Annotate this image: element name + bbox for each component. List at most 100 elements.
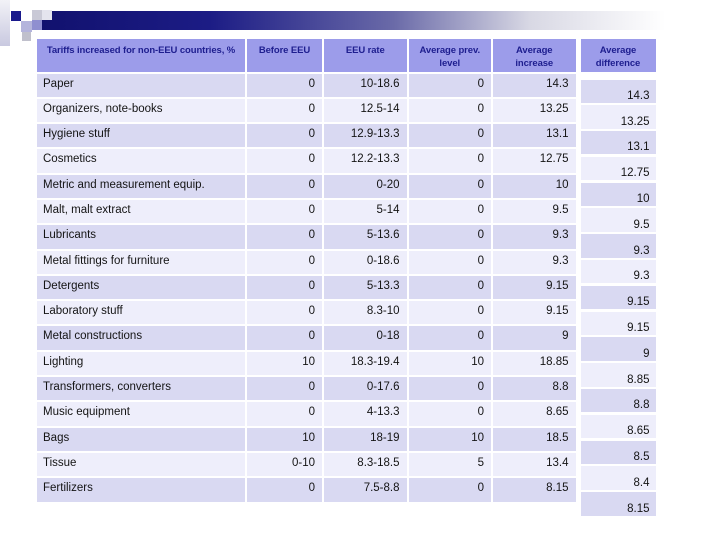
cell-avg-prev-level: 0 [408, 199, 491, 224]
header-before-eeu: Before EEU [247, 38, 322, 72]
deco-lavender-square [21, 21, 32, 32]
table-row: Detergents 0 5-13.3 0 9.15 [37, 275, 576, 300]
row-label: Organizers, note-books [37, 98, 245, 123]
cell-avg-increase: 9.3 [493, 225, 576, 249]
cell-avg-increase: 13.4 [493, 452, 576, 477]
deco-light-square [42, 10, 52, 20]
cell-before-eeu: 0 [247, 250, 322, 274]
header-avg-prev-level: Average prev. level [408, 38, 491, 72]
cell-before-eeu: 0 [247, 377, 322, 401]
table-row: Metal fittings for furniture 0 0-18.6 0 … [37, 250, 576, 274]
header-avg-difference: Average difference [580, 39, 656, 72]
cell-avg-increase: 18.5 [493, 427, 576, 451]
row-label: Fertilizers [37, 478, 245, 502]
table-row: Cosmetics 0 12.2-13.3 0 12.75 [37, 149, 576, 173]
cell-before-eeu: 10 [247, 351, 322, 376]
cell-avg-increase: 13.1 [493, 124, 576, 148]
cell-avg-difference: 12.75 [580, 156, 656, 181]
row-label: Metal constructions [37, 326, 245, 350]
table-row: Bags 10 18-19 10 18.5 [37, 427, 576, 451]
cell-eeu-rate: 0-17.6 [324, 377, 407, 401]
cell-avg-prev-level: 0 [408, 478, 491, 502]
cell-eeu-rate: 12.2-13.3 [324, 149, 407, 173]
row-label: Metal fittings for furniture [37, 250, 245, 274]
cell-eeu-rate: 0-18.6 [324, 250, 407, 274]
cell-avg-difference: 13.25 [580, 105, 656, 129]
cell-avg-difference: 8.85 [580, 363, 656, 387]
row-label: Transformers, converters [37, 377, 245, 401]
cell-eeu-rate: 5-14 [324, 199, 407, 224]
cell-eeu-rate: 7.5-8.8 [324, 478, 407, 502]
cell-avg-increase: 18.85 [493, 351, 576, 376]
cell-avg-increase: 8.8 [493, 377, 576, 401]
cell-avg-difference: 9.3 [580, 260, 656, 284]
cell-avg-prev-level: 5 [408, 452, 491, 477]
cell-eeu-rate: 8.3-10 [324, 301, 407, 325]
cell-eeu-rate: 12.9-13.3 [324, 124, 407, 148]
cell-before-eeu: 0 [247, 478, 322, 502]
cell-eeu-rate: 5-13.3 [324, 275, 407, 300]
table-row: Metal constructions 0 0-18 0 9 [37, 326, 576, 350]
cell-avg-difference: 8.4 [580, 466, 656, 490]
deco-navy-square [11, 11, 21, 21]
cell-eeu-rate: 12.5-14 [324, 98, 407, 123]
table-row: Lubricants 0 5-13.6 0 9.3 [37, 225, 576, 249]
cell-avg-difference: 8.15 [580, 492, 656, 516]
row-label: Detergents [37, 275, 245, 300]
table-row: Laboratory stuff 0 8.3-10 0 9.15 [37, 301, 576, 325]
table-row: Music equipment 0 4-13.3 0 8.65 [37, 402, 576, 426]
row-label: Bags [37, 427, 245, 451]
cell-eeu-rate: 0-20 [324, 174, 407, 198]
cell-avg-difference: 9.5 [580, 208, 656, 232]
cell-before-eeu: 0 [247, 124, 322, 148]
cell-avg-increase: 9.15 [493, 275, 576, 300]
cell-avg-prev-level: 0 [408, 225, 491, 249]
table-row: Hygiene stuff 0 12.9-13.3 0 13.1 [37, 124, 576, 148]
row-label: Laboratory stuff [37, 301, 245, 325]
cell-before-eeu: 0 [247, 301, 322, 325]
row-label: Cosmetics [37, 149, 245, 173]
cell-before-eeu: 0-10 [247, 452, 322, 477]
row-label: Tissue [37, 452, 245, 477]
cell-eeu-rate: 8.3-18.5 [324, 452, 407, 477]
cell-avg-prev-level: 0 [408, 275, 491, 300]
cell-before-eeu: 0 [247, 402, 322, 426]
deco-small-gray-square [22, 32, 31, 41]
table-row: Tissue 0-10 8.3-18.5 5 13.4 [37, 452, 576, 477]
cell-before-eeu: 0 [247, 326, 322, 350]
header-avg-increase: Average increase [493, 38, 576, 72]
table-row: Fertilizers 0 7.5-8.8 0 8.15 [37, 478, 576, 502]
cell-avg-prev-level: 10 [408, 351, 491, 376]
avg-difference-column: 14.3 13.25 13.1 12.75 10 9.5 9.3 9.3 9.1… [580, 79, 656, 519]
cell-avg-prev-level: 0 [408, 174, 491, 198]
cell-eeu-rate: 18.3-19.4 [324, 351, 407, 376]
table-row: Organizers, note-books 0 12.5-14 0 13.25 [37, 98, 576, 123]
table-row: Metric and measurement equip. 0 0-20 0 1… [37, 174, 576, 198]
cell-avg-prev-level: 0 [408, 301, 491, 325]
cell-avg-increase: 10 [493, 174, 576, 198]
cell-avg-prev-level: 0 [408, 149, 491, 173]
cell-avg-prev-level: 0 [408, 402, 491, 426]
cell-avg-prev-level: 10 [408, 427, 491, 451]
table-row: Transformers, converters 0 0-17.6 0 8.8 [37, 377, 576, 401]
cell-avg-prev-level: 0 [408, 73, 491, 97]
cell-avg-increase: 14.3 [493, 73, 576, 97]
header-tariffs-increased: Tariffs increased for non-EEU countries,… [37, 38, 245, 72]
table-row: Malt, malt extract 0 5-14 0 9.5 [37, 199, 576, 224]
row-label: Paper [37, 73, 245, 97]
cell-avg-prev-level: 0 [408, 377, 491, 401]
cell-eeu-rate: 4-13.3 [324, 402, 407, 426]
cell-avg-prev-level: 0 [408, 124, 491, 148]
table-row: Lighting 10 18.3-19.4 10 18.85 [37, 351, 576, 376]
row-label: Lighting [37, 351, 245, 376]
row-label: Lubricants [37, 225, 245, 249]
deco-left-strip [0, 0, 10, 46]
header-row: Tariffs increased for non-EEU countries,… [37, 38, 576, 72]
cell-avg-difference: 9.15 [580, 311, 656, 335]
cell-before-eeu: 0 [247, 275, 322, 300]
deco-gradient-bar [40, 11, 720, 30]
cell-avg-increase: 9.5 [493, 199, 576, 224]
tariff-table: Tariffs increased for non-EEU countries,… [35, 37, 578, 504]
cell-avg-difference: 8.5 [580, 440, 656, 464]
